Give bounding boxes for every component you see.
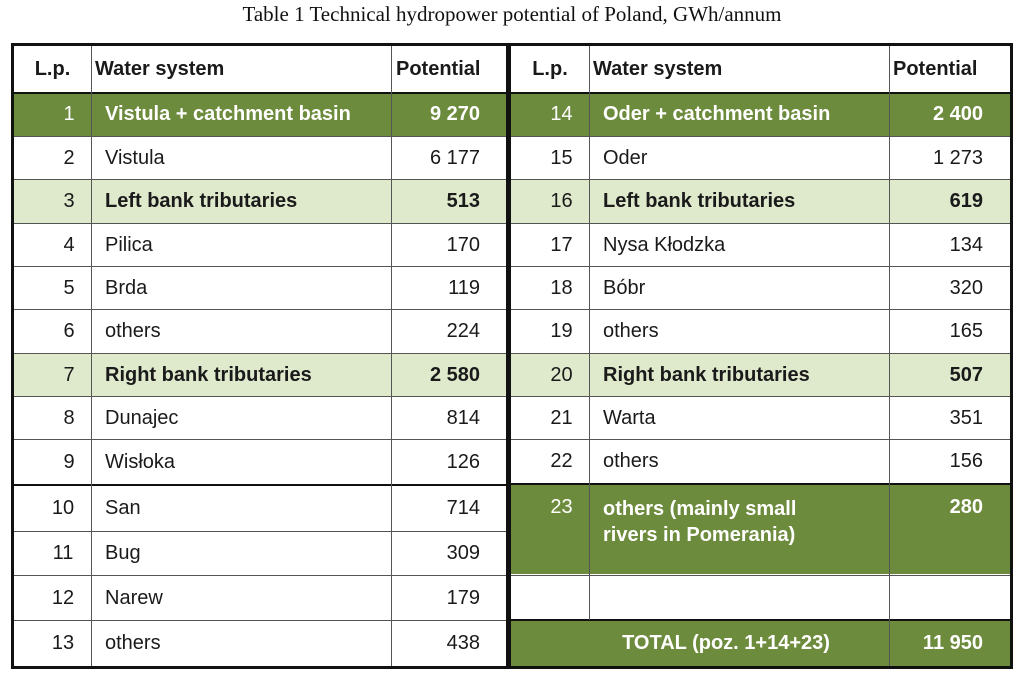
- row-17-value: 134: [949, 233, 983, 256]
- row-12-value: 179: [446, 586, 480, 609]
- row-23-name: others (mainly small rivers in Pomerania…: [603, 498, 797, 546]
- row-fill-20: [511, 353, 1010, 396]
- row-5-lp: 5: [63, 276, 75, 299]
- row-21-value: 351: [949, 406, 983, 429]
- row-15-name: Oder: [603, 146, 648, 169]
- row-22-lp: 22: [550, 450, 573, 472]
- row-21-lp: 21: [550, 406, 573, 429]
- row-1-value: 9 270: [429, 103, 480, 125]
- row-9-value: 126: [446, 450, 480, 473]
- row-5-name: Brda: [105, 276, 148, 299]
- total-label: TOTAL (poz. 1+14+23): [622, 632, 830, 654]
- row-16-value: 619: [949, 190, 983, 212]
- row-fill-1: [14, 93, 506, 136]
- row-9-lp: 9: [63, 450, 75, 473]
- row-16-name: Left bank tributaries: [603, 190, 796, 212]
- row-20-name: Right bank tributaries: [603, 363, 810, 386]
- row-6-value: 224: [446, 320, 480, 342]
- row-18-value: 320: [949, 276, 983, 299]
- row-fill-16: [511, 180, 1010, 223]
- row-7-value: 2 580: [429, 363, 480, 386]
- row-10-value: 714: [446, 497, 480, 519]
- row-10-lp: 10: [51, 497, 75, 519]
- row-13-value: 438: [446, 632, 480, 654]
- header-lp-right: L.p.: [532, 57, 568, 80]
- row-12-name: Narew: [105, 586, 163, 609]
- header-lp-left: L.p.: [34, 57, 71, 80]
- table-caption: Table 1 Technical hydropower potential o…: [242, 2, 782, 26]
- row-4-value: 170: [446, 233, 480, 256]
- row-10-name: San: [105, 497, 141, 519]
- row-17-name: Nysa Kłodzka: [603, 233, 726, 256]
- row-3-name: Left bank tributaries: [105, 190, 298, 212]
- header-potential-right: Potential: [893, 57, 978, 80]
- header-water-system-right: Water system: [593, 57, 723, 80]
- row-20-lp: 20: [550, 363, 573, 386]
- row-11-value: 309: [446, 542, 480, 564]
- row-2-lp: 2: [63, 146, 75, 169]
- header-potential-left: Potential: [396, 57, 481, 80]
- row-15-lp: 15: [550, 146, 573, 169]
- row-20-value: 507: [949, 363, 983, 386]
- row-14-lp: 14: [550, 103, 573, 125]
- row-4-name: Pilica: [105, 233, 153, 256]
- row-11-lp: 11: [52, 542, 74, 564]
- row-1-lp: 1: [63, 103, 75, 125]
- row-8-value: 814: [446, 406, 480, 429]
- row-fill-7: [14, 353, 506, 396]
- row-19-name: others: [603, 320, 659, 342]
- row-13-name: others: [105, 632, 161, 654]
- row-17-lp: 17: [550, 233, 573, 256]
- total-value: 11 950: [922, 632, 983, 654]
- row-3-lp: 3: [63, 190, 75, 212]
- row-23-lp: 23: [550, 496, 573, 518]
- row-fill-23: [511, 484, 1010, 574]
- row-6-name: others: [105, 320, 161, 342]
- row-11-name: Bug: [105, 542, 141, 564]
- header-water-system-left: Water system: [95, 57, 225, 80]
- row-14-name: Oder + catchment basin: [603, 103, 831, 125]
- row-13-lp: 13: [51, 632, 75, 654]
- row-12-lp: 12: [51, 586, 75, 609]
- row-2-value: 6 177: [429, 146, 480, 169]
- row-15-value: 1 273: [932, 146, 983, 169]
- row-22-name: others: [603, 450, 659, 472]
- row-3-value: 513: [446, 190, 480, 212]
- row-14-value: 2 400: [932, 103, 983, 125]
- row-8-lp: 8: [63, 406, 75, 429]
- row-9-name: Wisłoka: [105, 450, 176, 473]
- row-22-value: 156: [949, 450, 983, 472]
- row-21-name: Warta: [603, 406, 656, 429]
- row-2-name: Vistula: [105, 146, 165, 169]
- row-7-name: Right bank tributaries: [105, 363, 312, 386]
- row-fill-14: [511, 93, 1010, 136]
- row-5-value: 119: [448, 276, 480, 299]
- row-19-value: 165: [949, 320, 983, 342]
- table-frame: [11, 43, 1013, 669]
- row-4-lp: 4: [63, 233, 75, 256]
- table-divider: [506, 43, 511, 669]
- row-fill-3: [14, 180, 506, 223]
- total-row-fill: [511, 621, 1010, 666]
- row-18-name: Bóbr: [603, 276, 646, 299]
- row-1-name: Vistula + catchment basin: [105, 103, 351, 125]
- row-16-lp: 16: [550, 190, 573, 212]
- row-7-lp: 7: [63, 363, 75, 386]
- row-6-lp: 6: [63, 320, 75, 342]
- row-8-name: Dunajec: [105, 406, 179, 429]
- row-23-value: 280: [949, 496, 983, 518]
- row-19-lp: 19: [550, 320, 573, 342]
- row-18-lp: 18: [550, 276, 573, 299]
